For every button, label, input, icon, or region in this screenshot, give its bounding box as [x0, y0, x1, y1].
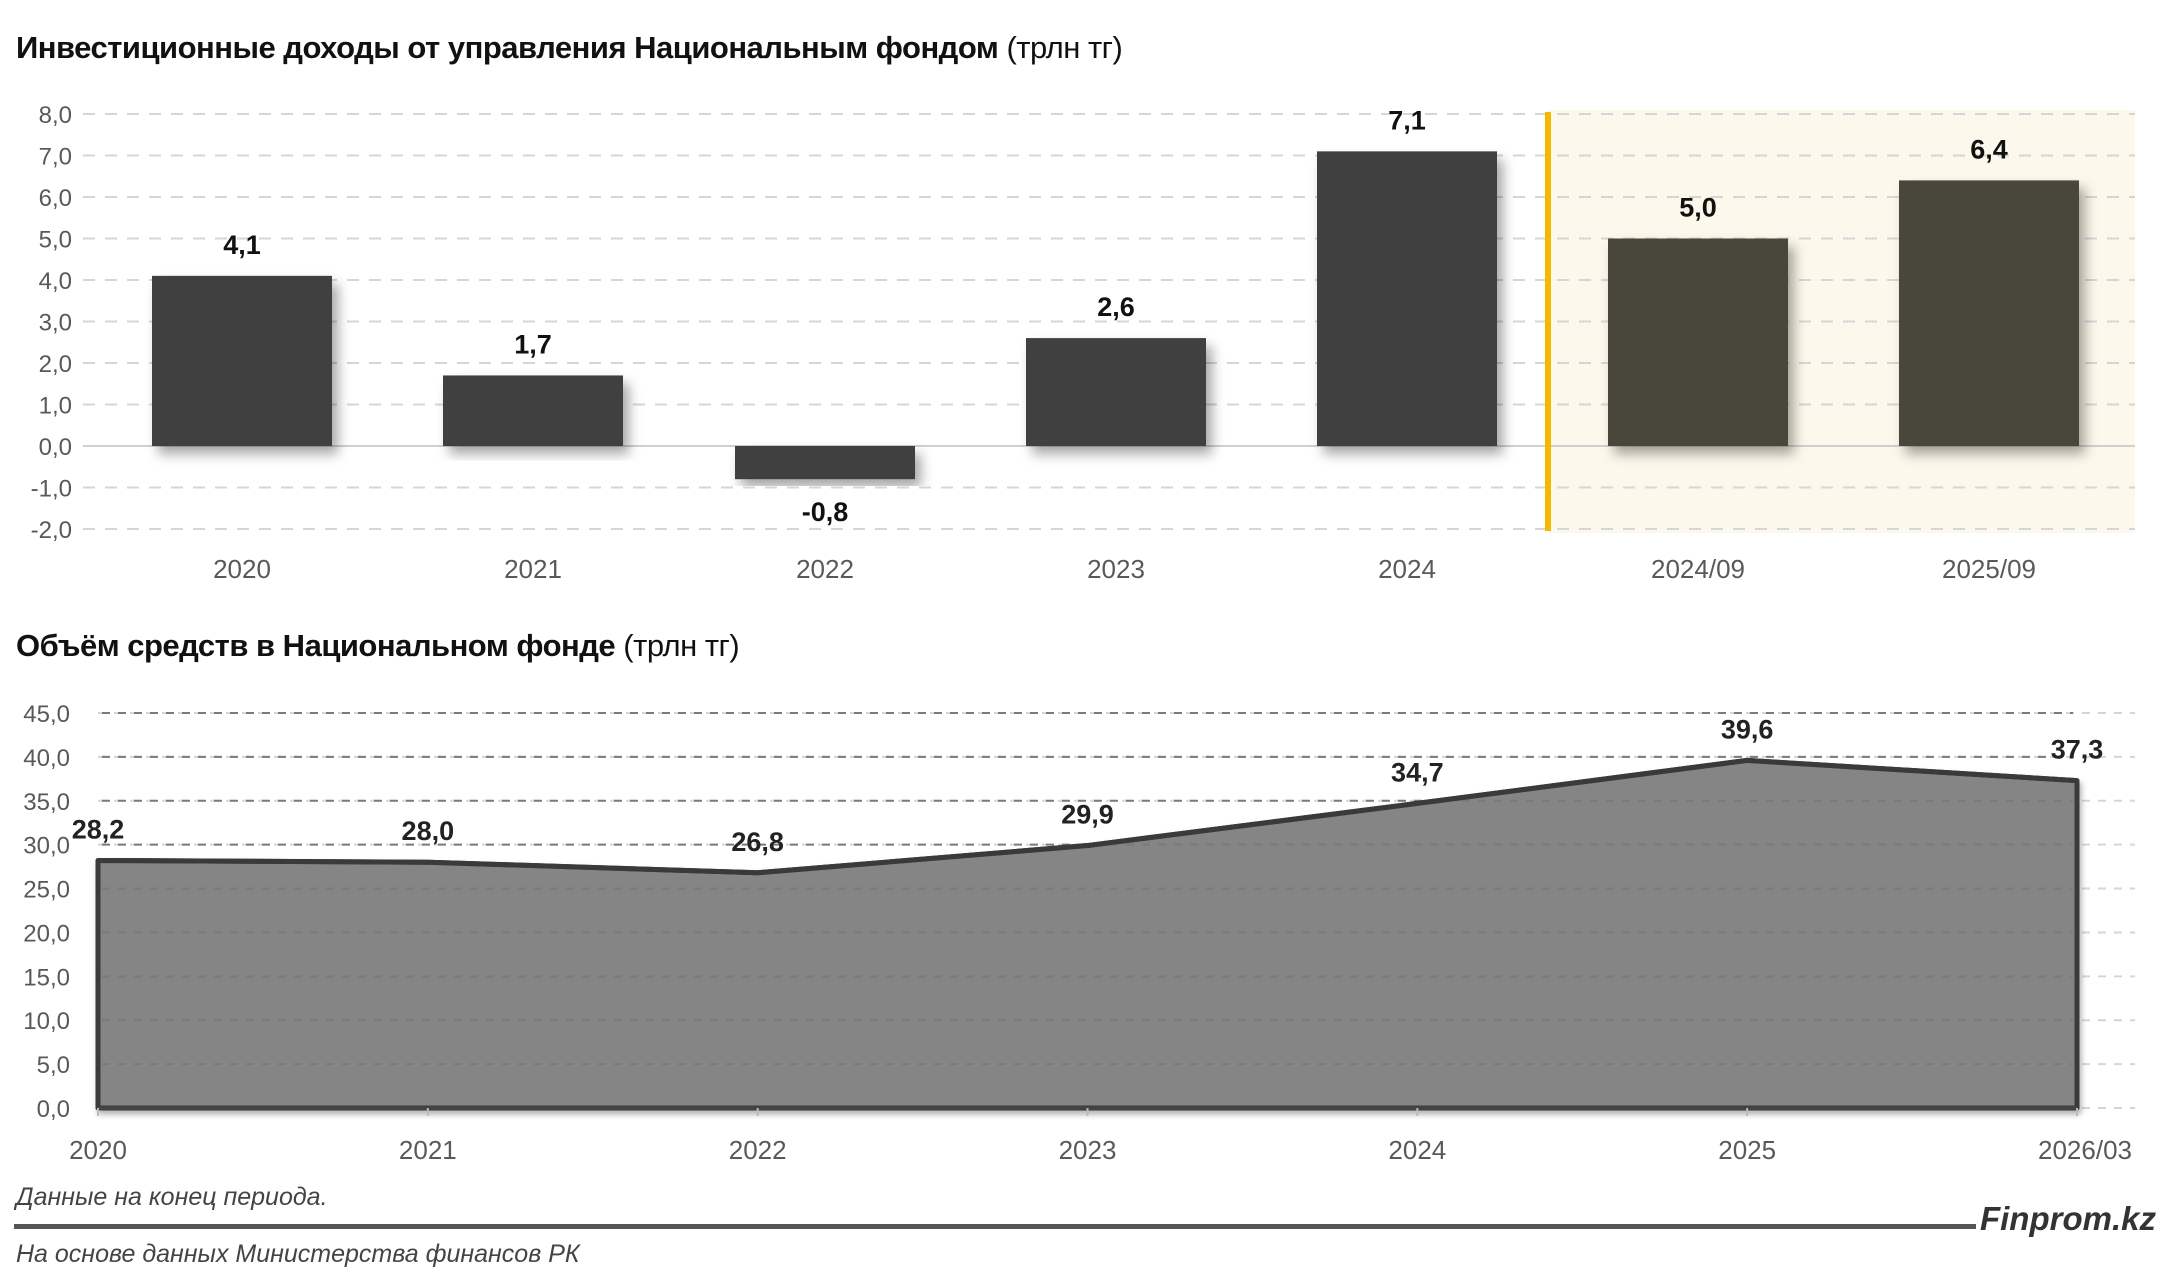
x-tick-label: 2026/03	[2038, 1135, 2132, 1165]
x-tick-label: 2020	[213, 554, 271, 584]
area-value-label: 28,0	[402, 816, 455, 846]
footer-source: На основе данных Министерства финансов Р…	[16, 1240, 580, 1268]
x-tick-label: 2023	[1087, 554, 1145, 584]
bar-2022	[735, 446, 915, 480]
y-tick-label: 45,0	[23, 701, 70, 728]
area-chart: 45,0 40,0 35,0 30,0 25,0 20,0 15,0 10,0 5,0 0,0 28…	[23, 701, 2135, 1165]
y-tick-label: 0,0	[39, 434, 72, 461]
y-tick-label: 2,0	[39, 351, 72, 378]
y-tick-label: 15,0	[23, 964, 70, 991]
y-tick-label: 35,0	[23, 789, 70, 816]
bar-2021	[443, 375, 623, 446]
y-tick-label: 5,0	[39, 227, 72, 254]
bar-2024/09	[1608, 238, 1788, 446]
y-tick-label: 30,0	[23, 833, 70, 860]
y-tick-label: 10,0	[23, 1008, 70, 1035]
bar-value-label: 1,7	[514, 329, 552, 359]
y-tick-label: -1,0	[31, 476, 72, 503]
x-tick-label: 2024	[1388, 1135, 1446, 1165]
x-tick-label: 2024/09	[1651, 554, 1745, 584]
bar-chart-title-text: Инвестиционные доходы от управления Наци…	[16, 30, 999, 65]
area-value-label: 39,6	[1721, 714, 1774, 744]
x-tick-label: 2025	[1718, 1135, 1776, 1165]
area-value-label: 28,2	[72, 814, 125, 844]
area-value-label: 37,3	[2051, 735, 2104, 765]
area-value-label: 26,8	[731, 827, 784, 857]
x-tick-label: 2025/09	[1942, 554, 2036, 584]
y-tick-label: 5,0	[37, 1052, 70, 1079]
area-value-label: 29,9	[1061, 800, 1114, 830]
area-line	[97, 757, 2078, 876]
x-tick-label: 2023	[1059, 1135, 1117, 1165]
y-tick-label: 20,0	[23, 920, 70, 947]
x-tick-label: 2024	[1378, 554, 1436, 584]
bar-chart-unit: (трлн тг)	[1006, 30, 1123, 65]
area-chart-title: Объём средств в Национальном фонде (трлн…	[16, 628, 740, 664]
x-tick-label: 2022	[796, 554, 854, 584]
bar-2023	[1026, 338, 1206, 446]
y-tick-label: 7,0	[39, 144, 72, 171]
y-tick-label: 8,0	[39, 102, 72, 129]
bar-value-label: 5,0	[1679, 193, 1717, 223]
y-tick-label: 40,0	[23, 745, 70, 772]
y-tick-label: -2,0	[31, 517, 72, 544]
x-tick-label: 2021	[399, 1135, 457, 1165]
x-tick-label: 2020	[69, 1135, 127, 1165]
bar-chart: 8,0 7,0 6,0 5,0 4,0 3,0 2,0 1,0 0,0 -1,0 -2,0 4,1 20…	[31, 102, 2135, 584]
bar-value-label: -0,8	[802, 497, 849, 527]
area-value-label: 34,7	[1391, 757, 1444, 787]
y-tick-label: 3,0	[39, 310, 72, 337]
y-tick-label: 6,0	[39, 185, 72, 212]
y-tick-label: 4,0	[39, 268, 72, 295]
bar-value-label: 2,6	[1097, 292, 1135, 322]
bar-value-label: 4,1	[223, 230, 261, 260]
x-tick-label: 2021	[504, 554, 562, 584]
y-tick-label: 25,0	[23, 877, 70, 904]
bar-2024	[1317, 151, 1497, 446]
x-tick-label: 2022	[729, 1135, 787, 1165]
y-tick-label: 0,0	[37, 1096, 70, 1123]
bar-chart-title: Инвестиционные доходы от управления Наци…	[16, 30, 1123, 66]
area-chart-title-text: Объём средств в Национальном фонде	[16, 628, 616, 663]
bar-value-label: 7,1	[1388, 105, 1426, 135]
area-chart-unit: (трлн тг)	[623, 628, 740, 663]
brand-logo: Finprom.kz	[1979, 1200, 2156, 1237]
bar-2020	[152, 275, 332, 446]
footer-note: Данные на конец периода.	[16, 1183, 328, 1211]
bar-value-label: 6,4	[1970, 134, 2008, 164]
footer-divider	[14, 1224, 1976, 1229]
bar-2025/09	[1899, 180, 2079, 446]
y-tick-label: 1,0	[39, 393, 72, 420]
